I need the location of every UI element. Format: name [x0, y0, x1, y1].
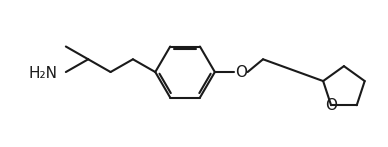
Text: O: O: [235, 65, 247, 80]
Text: H₂N: H₂N: [29, 66, 58, 81]
Text: O: O: [325, 98, 337, 113]
